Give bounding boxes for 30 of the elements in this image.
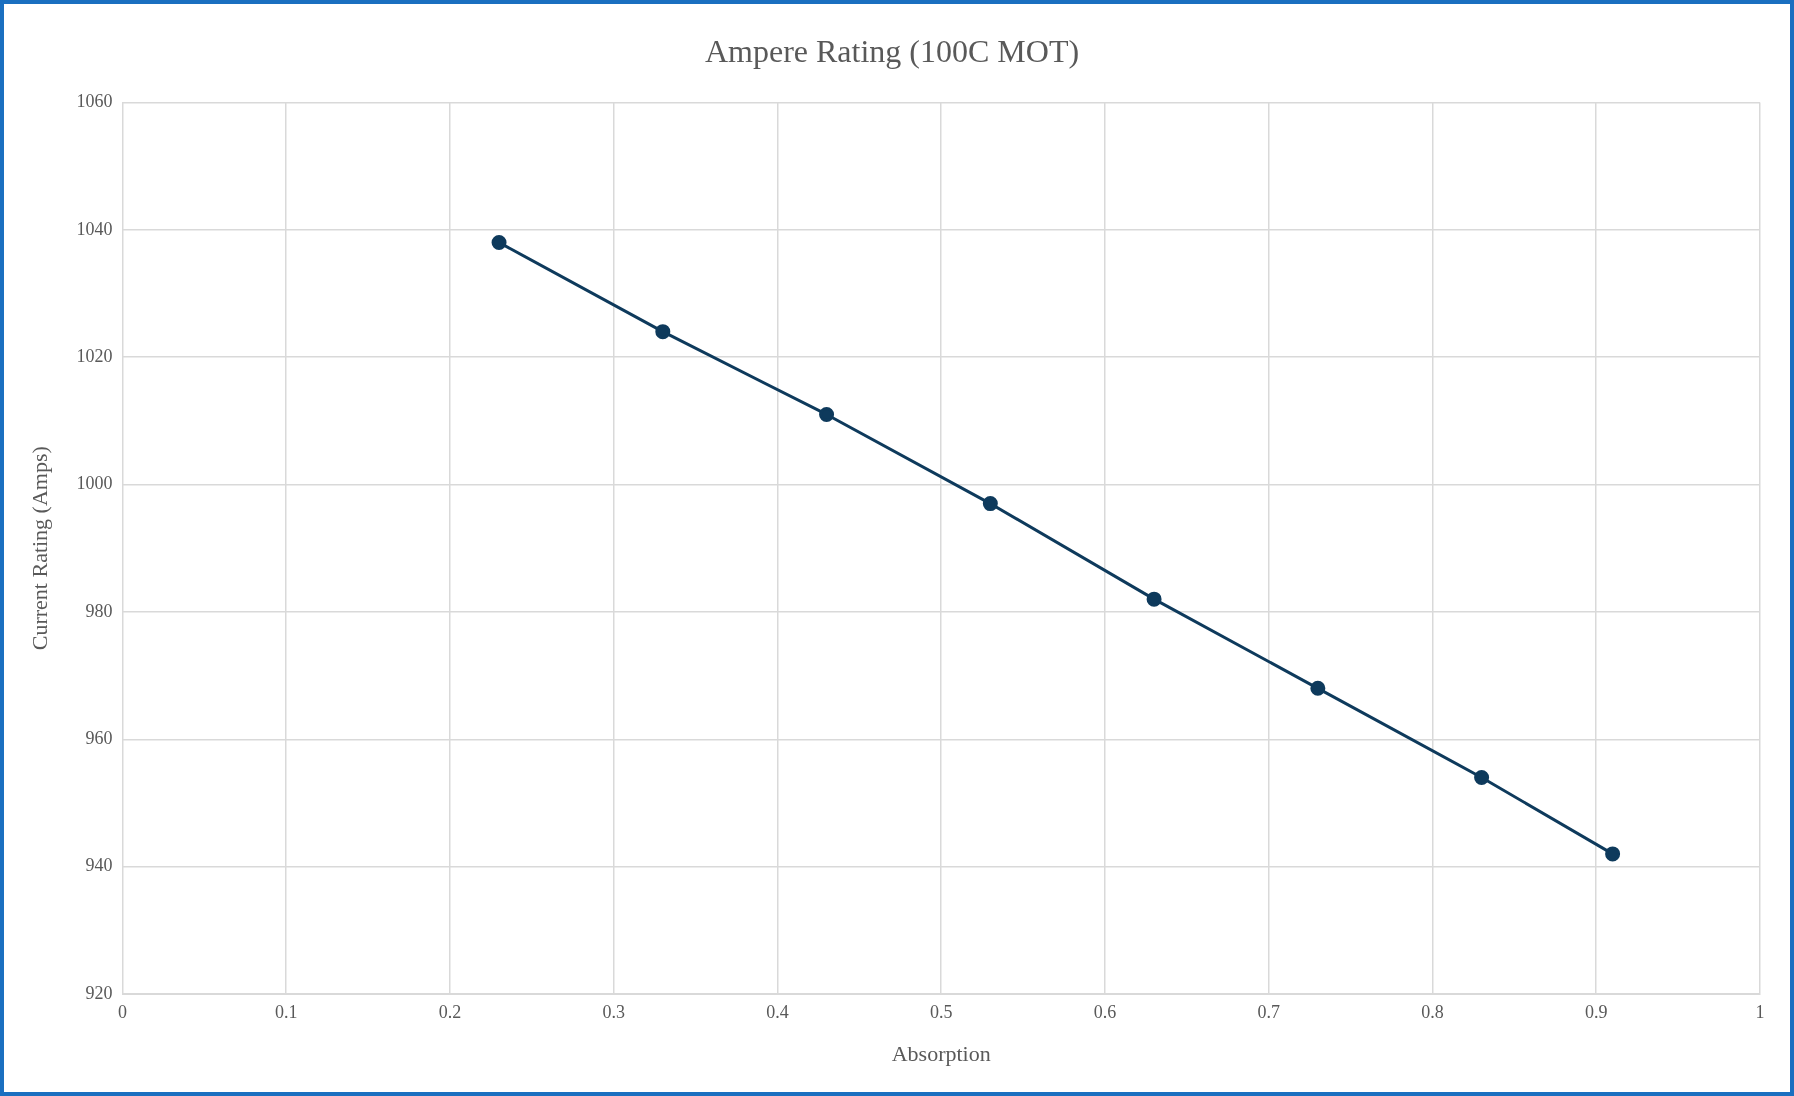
x-tick-label: 0.4 xyxy=(766,1001,789,1022)
y-tick-label: 1020 xyxy=(76,345,113,366)
x-tick-label: 0.8 xyxy=(1421,1001,1444,1022)
y-tick-label: 920 xyxy=(85,982,113,1003)
y-tick-label: 980 xyxy=(85,600,113,621)
point xyxy=(1310,680,1326,696)
x-tick-label: 0.2 xyxy=(438,1001,462,1022)
point xyxy=(819,406,835,422)
point xyxy=(1146,591,1162,607)
x-tick-label: 0.5 xyxy=(929,1001,953,1022)
y-tick-label: 1060 xyxy=(76,91,113,112)
x-axis-title: Absorption xyxy=(891,1040,991,1066)
y-tick-label: 960 xyxy=(85,727,113,748)
point xyxy=(982,496,998,512)
point xyxy=(655,324,671,340)
x-tick-label: 0.3 xyxy=(602,1001,625,1022)
chart-title: Ampere Rating (100C MOT) xyxy=(704,32,1080,69)
x-tick-label: 0.7 xyxy=(1257,1001,1280,1022)
y-tick-label: 940 xyxy=(85,855,113,876)
x-tick-label: 1 xyxy=(1755,1001,1765,1022)
x-tick-label: 0.6 xyxy=(1093,1001,1117,1022)
point xyxy=(491,235,507,251)
x-tick-label: 0.1 xyxy=(274,1001,298,1022)
y-axis-title: Current Rating (Amps) xyxy=(26,446,52,651)
point xyxy=(1474,769,1490,785)
y-tick-label: 1040 xyxy=(76,218,113,239)
x-tick-label: 0.9 xyxy=(1584,1001,1608,1022)
point xyxy=(1605,846,1621,862)
y-tick-label: 1000 xyxy=(76,473,113,494)
x-tick-label: 0 xyxy=(117,1001,127,1022)
